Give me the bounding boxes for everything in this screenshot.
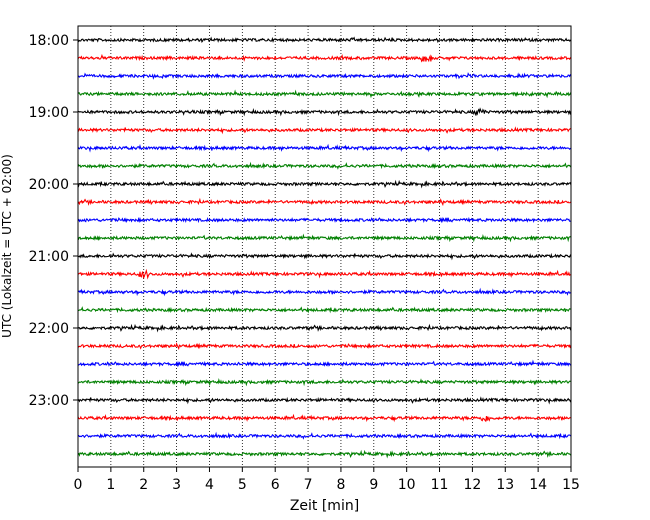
y-axis-label: UTC (Lokalzeit = UTC + 02:00) <box>0 154 14 338</box>
x-tick-label-8: 8 <box>336 477 345 493</box>
trace-row-2345 <box>77 449 572 459</box>
x-tick-label-12: 12 <box>463 477 481 493</box>
x-tick-label-15: 15 <box>562 477 580 493</box>
y-tick-label-2000: 20:00 <box>29 177 69 193</box>
trace-row-1900 <box>77 107 572 117</box>
y-tick-label-2100: 21:00 <box>29 249 69 265</box>
trace-row-2215 <box>77 342 572 351</box>
y-tick-label-2300: 23:00 <box>29 393 69 409</box>
x-tick-label-7: 7 <box>304 477 313 493</box>
trace-row-2145 <box>77 306 572 314</box>
x-tick-label-14: 14 <box>529 477 547 493</box>
x-tick-label-1: 1 <box>106 477 115 493</box>
trace-row-2030 <box>77 216 571 224</box>
trace-row-2045 <box>77 233 572 243</box>
y-tick-label-1900: 19:00 <box>29 105 69 121</box>
x-tick-label-3: 3 <box>172 477 181 493</box>
y-tick-label-2200: 22:00 <box>29 321 69 337</box>
trace-row-2200 <box>77 323 572 333</box>
axes-layer <box>77 25 572 468</box>
trace-row-2015 <box>77 197 572 207</box>
trace-row-2130 <box>77 287 572 297</box>
trace-layer <box>77 36 572 459</box>
x-tick-label-4: 4 <box>205 477 214 493</box>
x-tick-label-11: 11 <box>431 477 449 493</box>
trace-row-1845 <box>77 89 572 99</box>
trace-row-1815 <box>77 53 572 63</box>
x-tick-label-9: 9 <box>369 477 378 493</box>
trace-row-1945 <box>77 161 572 170</box>
trace-row-2245 <box>77 377 572 387</box>
trace-row-2115 <box>77 268 572 280</box>
trace-row-1800 <box>77 36 572 44</box>
x-tick-label-6: 6 <box>271 477 280 493</box>
trace-row-2315 <box>77 413 572 423</box>
x-tick-label-0: 0 <box>74 477 83 493</box>
trace-row-2300 <box>77 396 572 405</box>
trace-row-1830 <box>77 72 572 80</box>
plot-frame <box>77 25 572 468</box>
y-ticks: 18:00 19:00 20:00 21:00 22:00 23:00 <box>29 33 78 409</box>
x-tick-label-5: 5 <box>238 477 247 493</box>
x-axis-label: Zeit [min] <box>290 498 359 514</box>
trace-row-1930 <box>77 143 572 153</box>
x-tick-label-2: 2 <box>139 477 148 493</box>
trace-row-2100 <box>77 252 572 261</box>
trace-row-2330 <box>77 431 572 440</box>
trace-row-1915 <box>77 126 572 135</box>
x-tick-label-13: 13 <box>496 477 514 493</box>
y-tick-label-1800: 18:00 <box>29 33 69 49</box>
x-tick-label-10: 10 <box>398 477 416 493</box>
trace-row-2230 <box>77 359 572 368</box>
x-ticks: 0 1 2 3 4 5 6 7 8 9 10 11 12 13 14 15 <box>74 467 580 493</box>
trace-row-2000 <box>77 179 572 189</box>
